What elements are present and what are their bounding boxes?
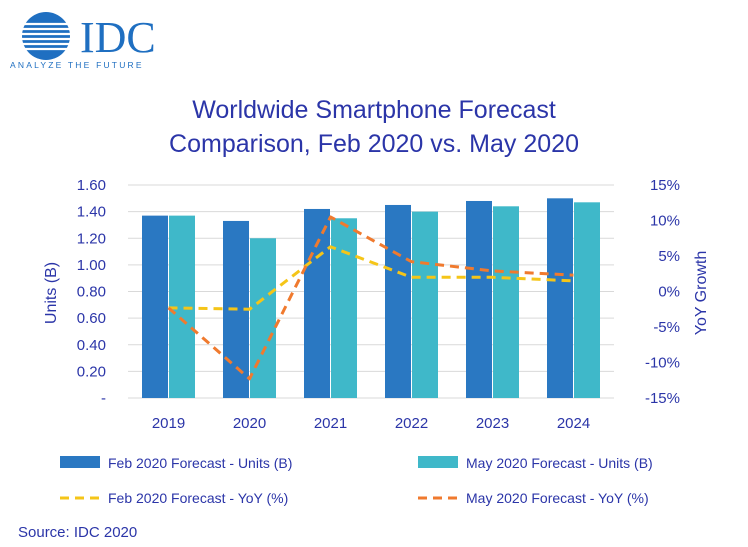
y-axis-label-left: Units (B) (43, 262, 60, 324)
bar-feb-units (142, 215, 168, 398)
legend-label: May 2020 Forecast - YoY (%) (466, 490, 649, 506)
legend-swatch (418, 456, 458, 468)
left-tick-label: - (101, 390, 106, 407)
bar-feb-units (385, 204, 411, 398)
right-tick-label: 5% (658, 248, 680, 265)
globe-icon (22, 12, 70, 60)
yoy-lines (167, 215, 574, 381)
left-tick-label: 1.00 (77, 257, 106, 274)
x-tick-label: 2023 (476, 415, 509, 432)
x-tick-label: 2022 (395, 415, 428, 432)
right-tick-label: 10% (650, 213, 680, 230)
bar-may-units (331, 218, 357, 398)
right-tick-label: -10% (645, 355, 680, 372)
idc-logo: IDC ANALYZE THE FUTURE (10, 12, 156, 70)
line-may-yoy (167, 215, 574, 381)
brand-tagline: ANALYZE THE FUTURE (10, 60, 144, 70)
chart-title-line-1: Worldwide Smartphone Forecast (192, 96, 556, 124)
legend-label: May 2020 Forecast - Units (B) (466, 455, 653, 471)
bar-may-units (493, 206, 519, 398)
bar-may-units (250, 238, 276, 398)
legend-label: Feb 2020 Forecast - Units (B) (108, 455, 292, 471)
bars (142, 198, 600, 398)
right-tick-label: 15% (650, 177, 680, 194)
left-tick-label: 0.80 (77, 284, 106, 301)
right-axis-ticks: 15% 10% 5% 0% -5% -10% -15% (645, 177, 680, 407)
x-axis-ticks: 2019 2020 2021 2022 2023 2024 (152, 415, 590, 432)
left-tick-label: 1.40 (77, 204, 106, 221)
left-axis-ticks: 1.60 1.40 1.20 1.00 0.80 0.60 0.40 0.20 - (77, 177, 106, 407)
bar-feb-units (547, 198, 573, 398)
bar-may-units (574, 202, 600, 398)
right-tick-label: 0% (658, 284, 680, 301)
grid-lines (128, 184, 614, 399)
brand-name: IDC (80, 13, 156, 62)
right-tick-label: -15% (645, 390, 680, 407)
chart-title-line-2: Comparison, Feb 2020 vs. May 2020 (169, 130, 579, 158)
legend: Feb 2020 Forecast - Units (B) May 2020 Fo… (60, 455, 653, 506)
left-tick-label: 1.60 (77, 177, 106, 194)
x-tick-label: 2024 (557, 415, 590, 432)
legend-label: Feb 2020 Forecast - YoY (%) (108, 490, 288, 506)
source-note: Source: IDC 2020 (18, 524, 137, 541)
legend-swatch (60, 456, 100, 468)
left-tick-label: 1.20 (77, 230, 106, 247)
bar-feb-units (466, 200, 492, 398)
left-tick-label: 0.20 (77, 363, 106, 380)
left-tick-label: 0.60 (77, 310, 106, 327)
x-tick-label: 2021 (314, 415, 347, 432)
right-tick-label: -5% (653, 319, 680, 336)
chart-title: Worldwide Smartphone Forecast Comparison… (169, 96, 579, 158)
y-axis-label-right: YoY Growth (693, 251, 710, 336)
bar-may-units (412, 211, 438, 398)
x-tick-label: 2019 (152, 415, 185, 432)
x-tick-label: 2020 (233, 415, 266, 432)
line-feb-yoy (168, 245, 574, 311)
bar-feb-units (304, 208, 330, 398)
left-tick-label: 0.40 (77, 337, 106, 354)
